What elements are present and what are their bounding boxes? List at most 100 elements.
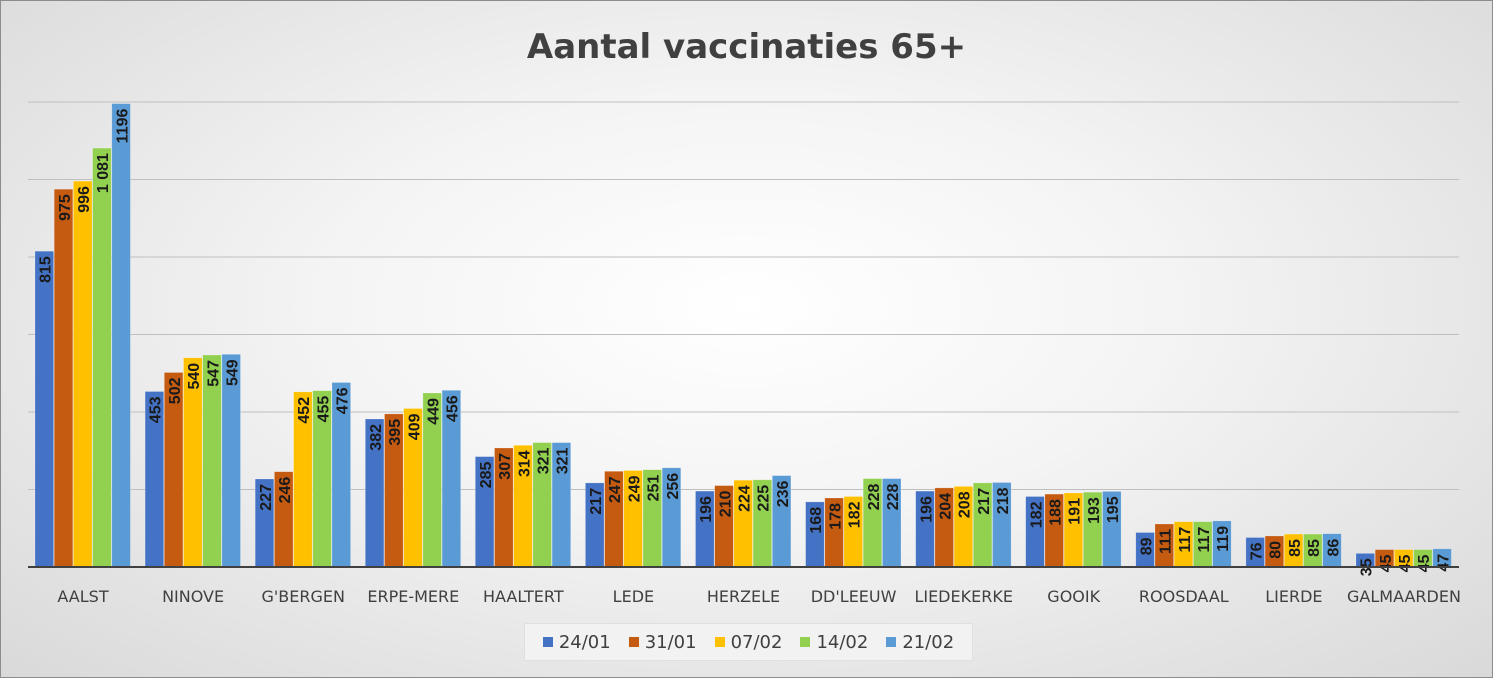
legend-label: 14/02	[816, 631, 869, 653]
x-tick-label: LIERDE	[1265, 587, 1322, 606]
data-label: 476	[335, 387, 352, 414]
data-label: 540	[186, 363, 203, 390]
legend-item: 14/02	[800, 632, 868, 653]
data-label: 168	[808, 507, 825, 534]
x-tick-label: HAALTERT	[483, 587, 564, 606]
data-label: 996	[76, 186, 93, 213]
data-label: 45	[1378, 554, 1395, 572]
data-label: 193	[1086, 497, 1103, 524]
x-tick-label: AALST	[57, 587, 108, 606]
data-label: 217	[976, 488, 993, 515]
data-label: 307	[497, 453, 514, 480]
data-label: 196	[918, 496, 935, 523]
x-tick-label: LIEDEKERKE	[914, 587, 1013, 606]
x-tick-label: G'BERGEN	[261, 587, 344, 606]
data-label: 1196	[114, 109, 131, 144]
legend-swatch	[542, 637, 553, 647]
data-label: 227	[258, 484, 275, 511]
data-label: 117	[1177, 527, 1194, 553]
data-label: 321	[555, 448, 572, 475]
data-label: 228	[866, 484, 883, 511]
bar	[92, 147, 112, 568]
data-label: 178	[827, 503, 844, 530]
data-label: 208	[957, 491, 974, 518]
bar	[73, 180, 93, 568]
legend-item: 24/01	[542, 631, 611, 653]
legend-item: 31/01	[628, 631, 697, 653]
data-label: 236	[775, 481, 792, 508]
x-tick-label: DD'LEEUW	[811, 587, 897, 606]
data-label: 80	[1268, 541, 1285, 559]
data-label: 251	[646, 475, 663, 502]
data-label: 224	[737, 485, 754, 512]
x-tick-label: GALMAARDEN	[1347, 587, 1461, 606]
data-label: 85	[1287, 539, 1304, 557]
legend-item: 07/02	[714, 631, 783, 653]
x-tick-label: ROOSDAAL	[1139, 587, 1229, 606]
data-label: 256	[665, 473, 682, 500]
legend-label: 31/01	[644, 631, 697, 653]
bar	[34, 250, 54, 568]
legend-label: 21/02	[902, 631, 955, 653]
data-label: 217	[588, 488, 605, 515]
bar	[53, 188, 74, 568]
data-label: 210	[717, 491, 734, 518]
legend-swatch	[714, 637, 725, 647]
data-label: 45	[1397, 554, 1414, 572]
data-label: 195	[1105, 496, 1122, 523]
bar	[111, 103, 131, 568]
x-tick-label: HERZELE	[707, 587, 780, 606]
data-label: 453	[148, 396, 165, 423]
data-label: 247	[607, 476, 624, 503]
data-label: 285	[478, 462, 495, 489]
data-label: 111	[1158, 529, 1175, 554]
data-label: 815	[38, 256, 55, 283]
data-label: 246	[277, 477, 294, 504]
chart-title: Aantal vaccinaties 65+	[526, 27, 967, 67]
legend-swatch	[886, 637, 897, 647]
data-label: 218	[995, 487, 1012, 514]
data-label: 204	[938, 493, 955, 520]
data-label: 975	[57, 194, 74, 221]
x-tick-label: ERPE-MERE	[367, 587, 459, 606]
data-label: 89	[1138, 537, 1155, 555]
data-label: 549	[225, 359, 242, 386]
data-label: 321	[536, 448, 553, 475]
data-label: 456	[445, 395, 462, 422]
data-label: 502	[167, 377, 184, 404]
data-label: 85	[1306, 539, 1323, 557]
data-label: 382	[368, 424, 385, 451]
data-label: 117	[1196, 527, 1213, 553]
data-label: 547	[205, 360, 222, 387]
data-label: 314	[516, 450, 533, 477]
legend-label: 07/02	[730, 631, 783, 653]
data-label: 249	[626, 475, 643, 502]
data-label: 182	[1028, 501, 1045, 528]
chart-legend: 24/01 31/01 07/02 14/02 21/02	[524, 623, 973, 661]
x-tick-label: LEDE	[613, 587, 654, 606]
data-label: 188	[1048, 499, 1065, 526]
data-label: 1 081	[95, 153, 112, 193]
x-tick-label: GOOIK	[1047, 587, 1100, 606]
legend-item: 21/02	[886, 632, 954, 653]
data-label: 182	[847, 501, 864, 528]
data-label: 409	[406, 413, 423, 440]
data-label: 455	[315, 396, 332, 423]
data-label: 452	[296, 397, 313, 424]
legend-label: 24/01	[558, 631, 611, 653]
x-tick-label: NINOVE	[162, 587, 224, 606]
data-label: 395	[387, 419, 404, 446]
data-label: 45	[1416, 554, 1433, 572]
data-label: 225	[756, 485, 773, 512]
data-label: 191	[1067, 498, 1084, 525]
data-label: 86	[1325, 539, 1342, 557]
legend-swatch	[800, 637, 811, 647]
data-label: 119	[1215, 526, 1232, 552]
legend-swatch	[628, 637, 639, 647]
data-label: 196	[698, 496, 715, 523]
data-label: 449	[426, 398, 443, 425]
x-tick-labels: AALST NINOVE G'BERGEN ERPE-MERE HAALTERT LEDE…	[57, 587, 1461, 606]
